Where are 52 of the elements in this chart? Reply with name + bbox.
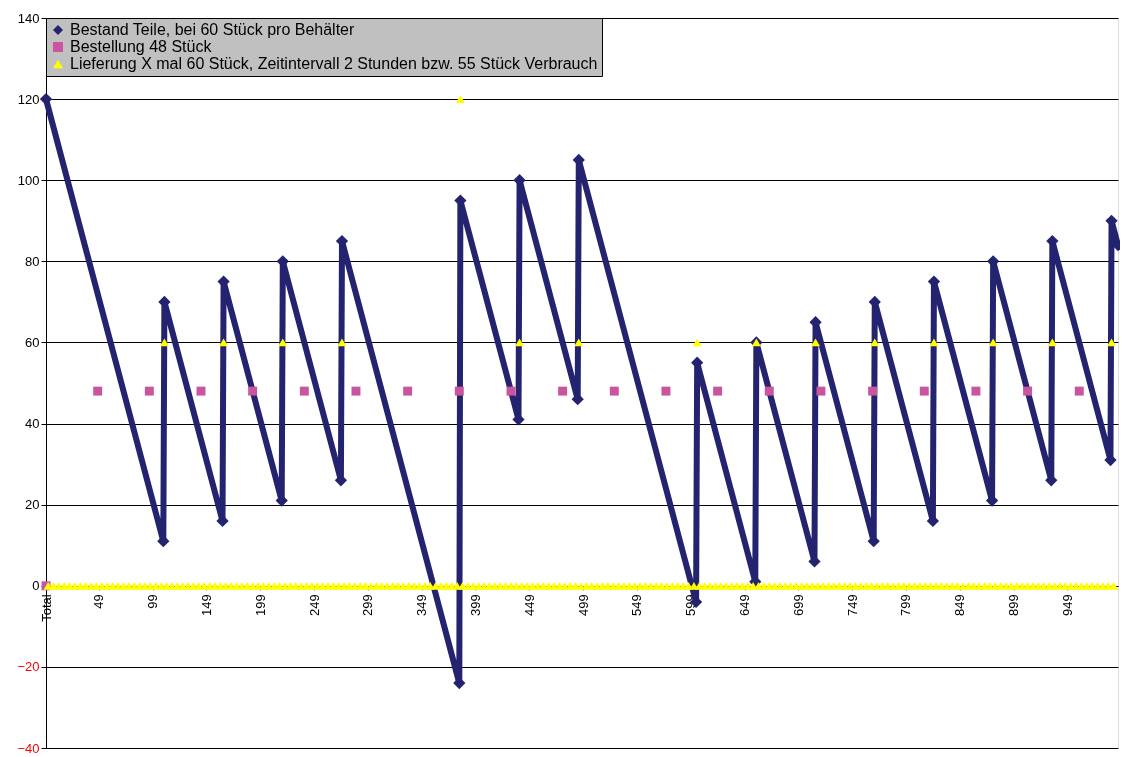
point — [764, 386, 774, 396]
x-tick-label: 899 — [1006, 594, 1022, 616]
point — [1074, 386, 1084, 396]
point — [196, 386, 206, 396]
x-tick-label: 49 — [91, 594, 107, 609]
point — [506, 386, 516, 396]
x-tick-label: 199 — [252, 594, 268, 616]
point — [971, 386, 981, 396]
legend-label: Bestand Teile, bei 60 Stück pro Behälter — [70, 21, 355, 38]
y-tick-label: 20 — [25, 497, 40, 513]
point — [299, 386, 309, 396]
point — [93, 386, 103, 396]
x-tick-label: 349 — [414, 594, 430, 616]
x-tick-label: 749 — [844, 594, 860, 616]
point — [144, 386, 154, 396]
point — [609, 386, 619, 396]
x-tick-label: 399 — [467, 594, 483, 616]
y-tick-label: 40 — [25, 416, 40, 432]
x-tick-label: 499 — [575, 594, 591, 616]
x-tick-label: 99 — [145, 594, 161, 609]
point — [248, 386, 258, 396]
point — [919, 386, 929, 396]
x-tick-label: 799 — [898, 594, 914, 616]
legend-label: Lieferung X mal 60 Stück, Zeitintervall 2 Stunden bzw. 55 Stück Verbrauch — [70, 55, 598, 72]
x-tick-label: 949 — [1059, 594, 1075, 616]
x-tick-label: 649 — [737, 594, 753, 616]
point — [351, 386, 361, 396]
legend-label: Bestellung 48 Stück — [70, 38, 213, 55]
x-tick-label: 449 — [521, 594, 537, 616]
y-tick-label: −40 — [17, 740, 40, 756]
x-tick-label: 849 — [952, 594, 968, 616]
x-tick-label: 149 — [198, 594, 214, 616]
x-tick-label: 549 — [629, 594, 645, 616]
point — [713, 386, 723, 396]
y-tick-label: 140 — [17, 10, 40, 26]
point — [1023, 386, 1033, 396]
point — [558, 386, 568, 396]
point — [816, 386, 826, 396]
point — [39, 92, 53, 106]
x-tick-label: 699 — [790, 594, 806, 616]
point — [868, 386, 878, 396]
y-tick-label: 0 — [32, 578, 40, 594]
point — [661, 386, 671, 396]
y-tick-label: 120 — [17, 91, 40, 107]
y-tick-label: 60 — [25, 334, 40, 350]
x-tick-label: 299 — [360, 594, 376, 616]
point — [454, 386, 464, 396]
x-tick-label: 249 — [306, 594, 322, 616]
point — [403, 386, 413, 396]
y-tick-label: 100 — [17, 172, 40, 188]
y-tick-label: −20 — [17, 659, 40, 675]
y-tick-label: 80 — [25, 253, 40, 269]
